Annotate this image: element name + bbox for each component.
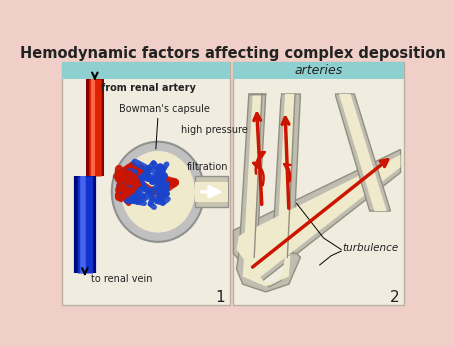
Text: Hemodynamic factors affecting complex deposition: Hemodynamic factors affecting complex de… bbox=[20, 46, 445, 61]
FancyBboxPatch shape bbox=[62, 62, 230, 79]
Text: from renal artery: from renal artery bbox=[101, 83, 196, 93]
Text: filtration: filtration bbox=[187, 162, 229, 172]
Text: high pressure: high pressure bbox=[181, 125, 248, 135]
Text: 1: 1 bbox=[216, 290, 225, 305]
Text: to renal vein: to renal vein bbox=[91, 274, 153, 284]
Polygon shape bbox=[335, 94, 390, 211]
FancyBboxPatch shape bbox=[233, 62, 404, 79]
Polygon shape bbox=[272, 94, 301, 257]
Polygon shape bbox=[195, 176, 228, 207]
Polygon shape bbox=[233, 150, 400, 284]
FancyBboxPatch shape bbox=[62, 62, 230, 305]
Polygon shape bbox=[195, 182, 228, 202]
Polygon shape bbox=[243, 256, 291, 287]
Text: Bowman's capsule: Bowman's capsule bbox=[119, 104, 210, 115]
Ellipse shape bbox=[121, 151, 195, 232]
Polygon shape bbox=[320, 94, 335, 107]
Text: 2: 2 bbox=[390, 290, 399, 305]
Polygon shape bbox=[339, 94, 387, 211]
Polygon shape bbox=[237, 253, 301, 292]
Polygon shape bbox=[266, 94, 281, 111]
Polygon shape bbox=[243, 94, 262, 257]
Polygon shape bbox=[239, 94, 266, 257]
Polygon shape bbox=[276, 94, 295, 257]
FancyBboxPatch shape bbox=[58, 42, 408, 309]
FancyBboxPatch shape bbox=[233, 62, 404, 305]
Polygon shape bbox=[237, 155, 400, 279]
Text: turbulence: turbulence bbox=[343, 243, 399, 253]
Ellipse shape bbox=[112, 142, 204, 242]
Text: arteries: arteries bbox=[294, 65, 343, 77]
